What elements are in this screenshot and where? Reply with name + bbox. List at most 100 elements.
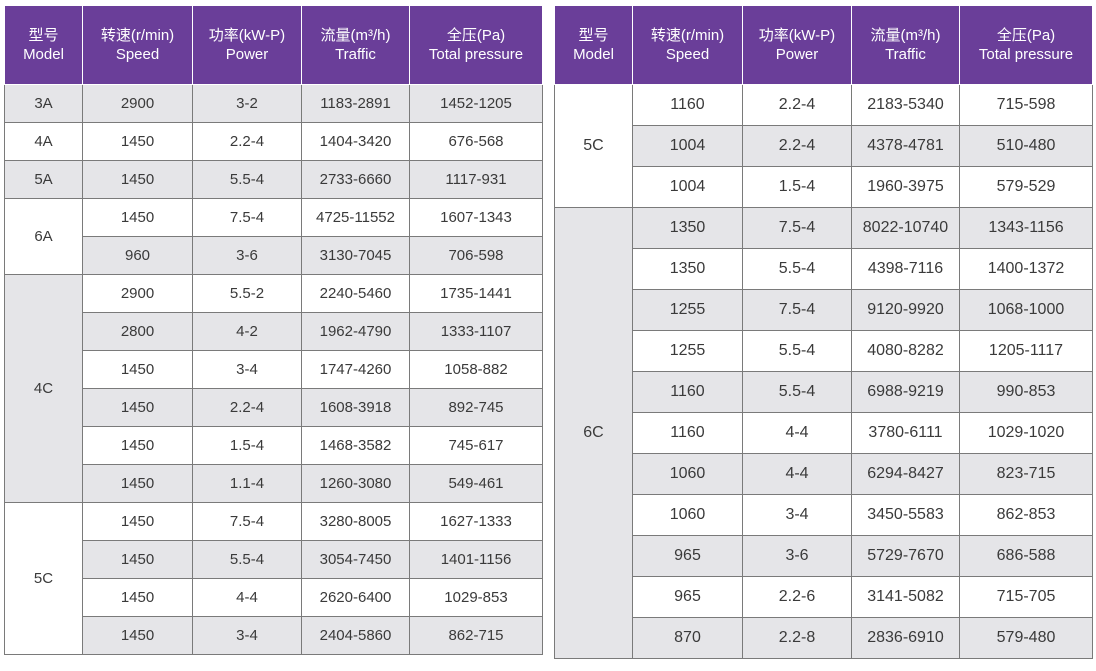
pressure-cell: 676-568 bbox=[409, 122, 543, 161]
speed-cell: 1160 bbox=[632, 412, 743, 454]
table-row: 1450 3-4 2404-5860 862-715 bbox=[5, 616, 543, 655]
table-row: 1450 1.5-4 1468-3582 745-617 bbox=[5, 426, 543, 465]
power-cell: 5.5-2 bbox=[192, 274, 302, 313]
speed-cell: 1450 bbox=[82, 388, 193, 427]
model-cell: 5A bbox=[4, 160, 83, 199]
pressure-cell: 745-617 bbox=[409, 426, 543, 465]
speed-cell: 1450 bbox=[82, 122, 193, 161]
power-cell: 5.5-4 bbox=[192, 160, 302, 199]
traffic-cell: 1404-3420 bbox=[301, 122, 410, 161]
header-total-pressure: 全压(Pa) Total pressure bbox=[959, 5, 1093, 85]
speed-cell: 1004 bbox=[632, 125, 743, 167]
power-cell: 3-6 bbox=[742, 535, 852, 577]
traffic-cell: 6988-9219 bbox=[851, 371, 960, 413]
model-cell: 4C bbox=[4, 274, 83, 503]
traffic-cell: 4398-7116 bbox=[851, 248, 960, 290]
pressure-cell: 1058-882 bbox=[409, 350, 543, 389]
traffic-cell: 3054-7450 bbox=[301, 540, 410, 579]
pressure-cell: 1452-1205 bbox=[409, 84, 543, 123]
table-row: 5C 1450 7.5-4 3280-8005 1627-1333 bbox=[4, 502, 543, 655]
pressure-cell: 862-853 bbox=[959, 494, 1093, 536]
fan-spec-table-right: 型号 Model 转速(r/min) Speed 功率(kW-P) Power 流量(… bbox=[554, 5, 1093, 659]
header-total-pressure: 全压(Pa) Total pressure bbox=[409, 5, 543, 85]
traffic-cell: 2183-5340 bbox=[851, 84, 960, 126]
table-row: 1255 5.5-4 4080-8282 1205-1117 bbox=[555, 330, 1093, 372]
power-cell: 7.5-4 bbox=[192, 198, 302, 237]
power-cell: 1.1-4 bbox=[192, 464, 302, 503]
pressure-cell: 1205-1117 bbox=[959, 330, 1093, 372]
power-cell: 7.5-4 bbox=[192, 502, 302, 541]
pressure-cell: 686-588 bbox=[959, 535, 1093, 577]
power-cell: 5.5-4 bbox=[742, 248, 852, 290]
power-cell: 2.2-4 bbox=[742, 125, 852, 167]
speed-cell: 1450 bbox=[82, 350, 193, 389]
table-row: 1450 1.1-4 1260-3080 549-461 bbox=[5, 464, 543, 503]
table-header-row: 型号 Model 转速(r/min) Speed 功率(kW-P) Power 流量(… bbox=[554, 5, 1093, 85]
power-cell: 3-2 bbox=[192, 84, 302, 123]
speed-cell: 1004 bbox=[632, 166, 743, 208]
table-row: 1060 4-4 6294-8427 823-715 bbox=[555, 453, 1093, 495]
table-row: 1060 3-4 3450-5583 862-853 bbox=[555, 494, 1093, 536]
speed-cell: 1255 bbox=[632, 330, 743, 372]
speed-cell: 1450 bbox=[82, 502, 193, 541]
pressure-cell: 1029-1020 bbox=[959, 412, 1093, 454]
traffic-cell: 2404-5860 bbox=[301, 616, 410, 655]
table-row: 1450 4-4 2620-6400 1029-853 bbox=[5, 578, 543, 617]
speed-cell: 1450 bbox=[82, 198, 193, 237]
traffic-cell: 4080-8282 bbox=[851, 330, 960, 372]
traffic-cell: 1962-4790 bbox=[301, 312, 410, 351]
power-cell: 5.5-4 bbox=[742, 330, 852, 372]
speed-cell: 1060 bbox=[632, 494, 743, 536]
table-row: 1255 7.5-4 9120-9920 1068-1000 bbox=[555, 289, 1093, 331]
table-header-row: 型号 Model 转速(r/min) Speed 功率(kW-P) Power 流量(… bbox=[4, 5, 543, 85]
pressure-cell: 1627-1333 bbox=[409, 502, 543, 541]
speed-cell: 1450 bbox=[82, 426, 193, 465]
speed-cell: 960 bbox=[82, 236, 193, 275]
power-cell: 5.5-4 bbox=[742, 371, 852, 413]
speed-cell: 1255 bbox=[632, 289, 743, 331]
table-row: 5C 1160 2.2-4 2183-5340 715-598 bbox=[554, 84, 1093, 208]
speed-cell: 1450 bbox=[82, 616, 193, 655]
speed-cell: 965 bbox=[632, 576, 743, 618]
traffic-cell: 3450-5583 bbox=[851, 494, 960, 536]
traffic-cell: 8022-10740 bbox=[851, 207, 960, 249]
speed-cell: 1060 bbox=[632, 453, 743, 495]
table-row: 1004 2.2-4 4378-4781 510-480 bbox=[555, 125, 1093, 167]
table-row: 965 3-6 5729-7670 686-588 bbox=[555, 535, 1093, 577]
pressure-cell: 549-461 bbox=[409, 464, 543, 503]
speed-cell: 2900 bbox=[82, 274, 193, 313]
traffic-cell: 9120-9920 bbox=[851, 289, 960, 331]
pressure-cell: 1401-1156 bbox=[409, 540, 543, 579]
power-cell: 5.5-4 bbox=[192, 540, 302, 579]
power-cell: 2.2-4 bbox=[742, 84, 852, 126]
traffic-cell: 1608-3918 bbox=[301, 388, 410, 427]
traffic-cell: 1960-3975 bbox=[851, 166, 960, 208]
speed-cell: 1350 bbox=[632, 248, 743, 290]
power-cell: 4-4 bbox=[742, 412, 852, 454]
table-row: 1350 5.5-4 4398-7116 1400-1372 bbox=[555, 248, 1093, 290]
traffic-cell: 1260-3080 bbox=[301, 464, 410, 503]
table-row: 1450 5.5-4 3054-7450 1401-1156 bbox=[5, 540, 543, 579]
header-speed: 转速(r/min) Speed bbox=[632, 5, 743, 85]
table-row: 6C 1350 7.5-4 8022-10740 1343-1156 bbox=[554, 207, 1093, 659]
power-cell: 7.5-4 bbox=[742, 207, 852, 249]
power-cell: 2.2-4 bbox=[192, 388, 302, 427]
speed-cell: 2800 bbox=[82, 312, 193, 351]
traffic-cell: 3130-7045 bbox=[301, 236, 410, 275]
power-cell: 4-2 bbox=[192, 312, 302, 351]
pressure-cell: 1333-1107 bbox=[409, 312, 543, 351]
pressure-cell: 1400-1372 bbox=[959, 248, 1093, 290]
pressure-cell: 892-745 bbox=[409, 388, 543, 427]
pressure-cell: 1343-1156 bbox=[959, 207, 1093, 249]
power-cell: 3-4 bbox=[192, 350, 302, 389]
fan-spec-table-left: 型号 Model 转速(r/min) Speed 功率(kW-P) Power 流量(… bbox=[4, 5, 543, 655]
pressure-cell: 1735-1441 bbox=[409, 274, 543, 313]
table-row: 1004 1.5-4 1960-3975 579-529 bbox=[555, 166, 1093, 208]
table-row: 4C 2900 5.5-2 2240-5460 1735-1441 bbox=[4, 274, 543, 503]
pressure-cell: 579-529 bbox=[959, 166, 1093, 208]
speed-cell: 1160 bbox=[632, 371, 743, 413]
traffic-cell: 1468-3582 bbox=[301, 426, 410, 465]
header-traffic: 流量(m³/h) Traffic bbox=[301, 5, 410, 85]
speed-cell: 1160 bbox=[632, 84, 743, 126]
header-model: 型号 Model bbox=[554, 5, 633, 85]
